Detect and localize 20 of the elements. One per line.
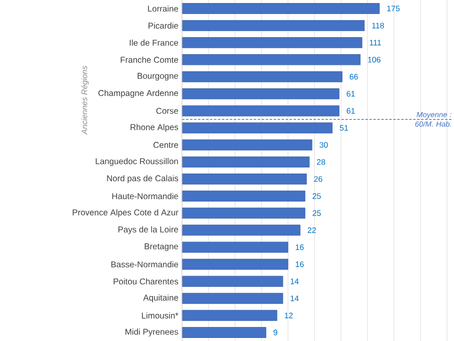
y-tick-label: Provence Alpes Cote d Azur — [72, 209, 178, 218]
y-tick-label: Corse — [156, 108, 178, 114]
y-tick-label: Aquitaine — [143, 294, 178, 302]
y-tick-label: Champagne Ardenne — [98, 90, 178, 98]
y-tick-label: Bourgogne — [138, 72, 178, 81]
y-tick-label: Haute-Normandie — [112, 192, 178, 200]
y-tick-label: Limousin* — [142, 312, 178, 319]
y-tick-label: Poitou Charentes — [114, 278, 178, 284]
y-tick-label: Bretagne — [144, 243, 178, 252]
y-tick-label: Midi Pyrenees — [126, 328, 178, 336]
y-tick-label: Ile de France — [130, 40, 178, 46]
y-tick-label: Picardie — [148, 22, 178, 29]
y-tick-label: Pays de la Loire — [118, 226, 178, 234]
y-tick-label: Rhone Alpes — [130, 124, 178, 132]
y-tick-label: Franche Comte — [120, 56, 178, 63]
y-tick-label: Lorraine — [148, 5, 178, 12]
y-tick-label: Basse-Normandie — [111, 261, 178, 268]
y-tick-label: Nord pas de Calais — [107, 175, 178, 183]
y-tick-label: Languedoc Roussillon — [96, 158, 178, 166]
y-tick-label: Centre — [154, 142, 178, 148]
